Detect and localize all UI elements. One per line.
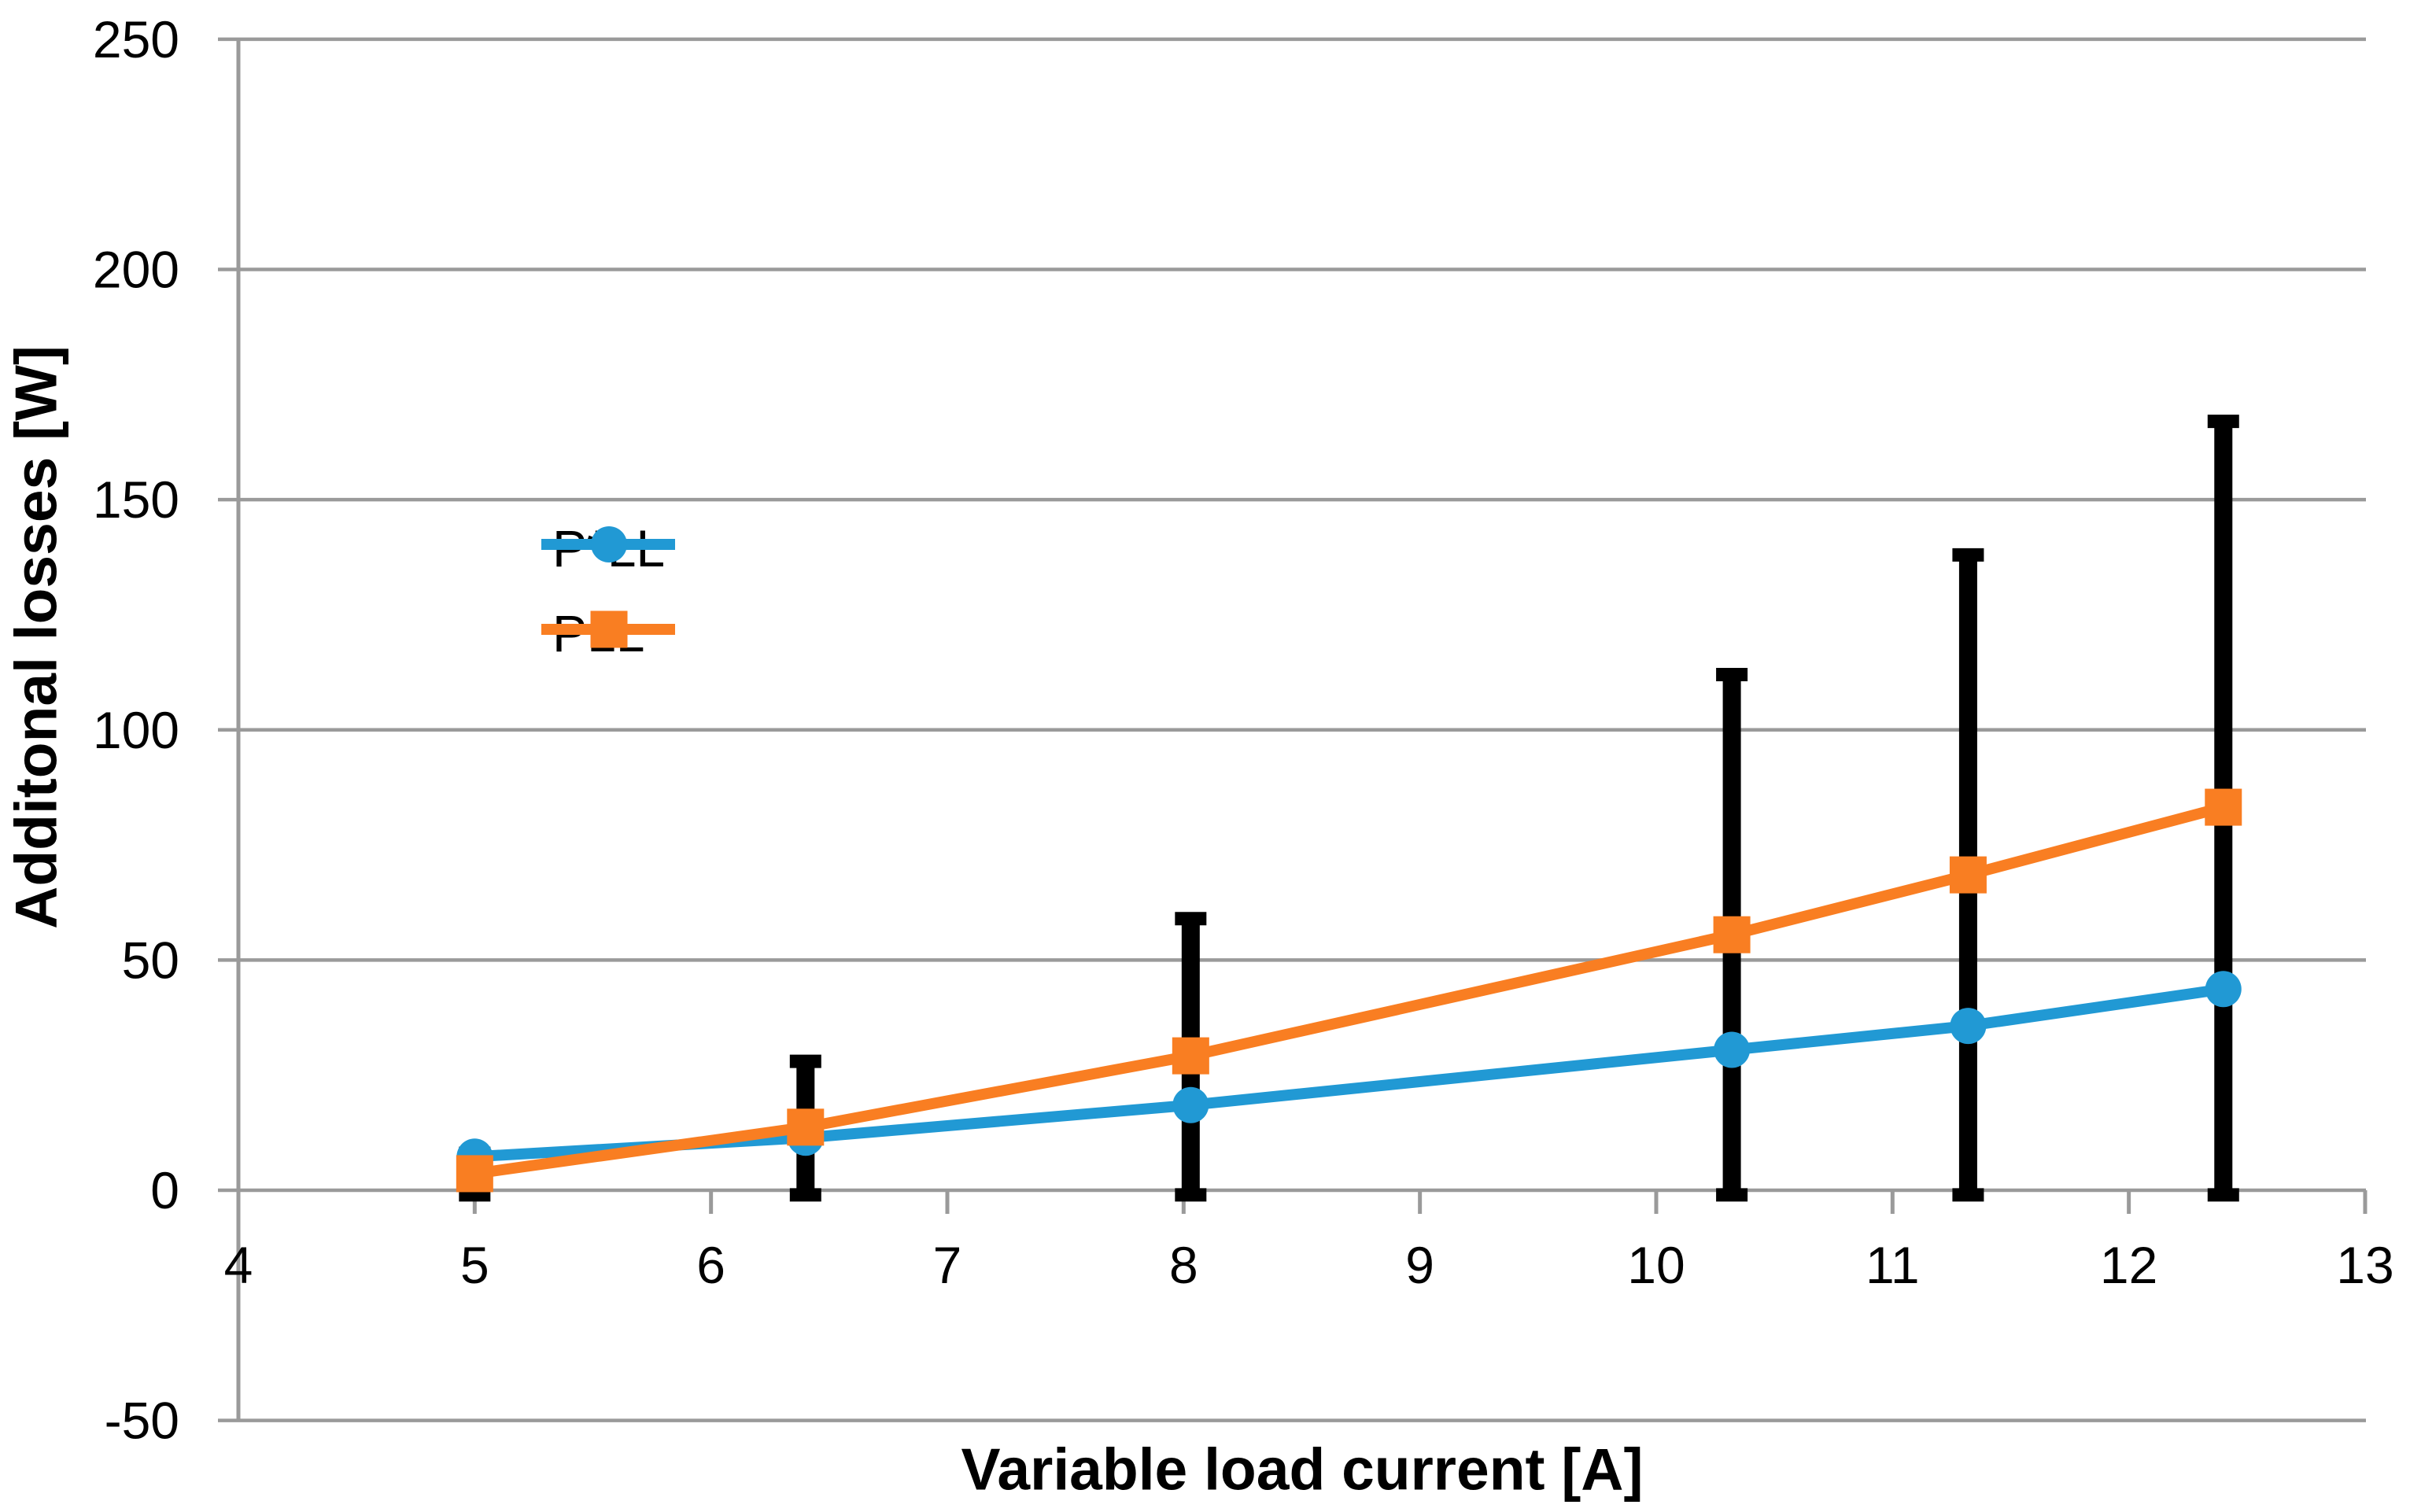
y-tick-label: 200	[93, 241, 179, 299]
series-line-pll	[474, 983, 2224, 1163]
y-axis-title: Additonal losses [W]	[2, 345, 69, 929]
legend-square-glyph-icon	[590, 610, 628, 648]
y-tick-label: -50	[105, 1392, 179, 1450]
data-point-marker-square	[456, 1155, 493, 1193]
x-tick-label: 11	[1866, 1236, 1920, 1294]
series-line-pll	[474, 802, 2225, 1179]
y-tick-label: 0	[150, 1161, 179, 1219]
legend-item: PLL	[541, 607, 675, 659]
x-tick-label: 10	[1627, 1236, 1685, 1294]
x-tick-label: 7	[933, 1236, 962, 1294]
legend-square-marker-icon	[541, 610, 675, 648]
x-tick-label: 6	[696, 1236, 725, 1294]
data-point-marker-square	[1713, 916, 1751, 953]
legend-item: P*LL	[541, 522, 675, 574]
data-point-marker-square	[2205, 788, 2242, 826]
y-tick-label: 50	[122, 931, 179, 989]
x-tick-label: 12	[2100, 1236, 2157, 1294]
legend-circle-marker-icon	[541, 526, 675, 562]
y-tick-label: 100	[93, 701, 179, 759]
x-tick-label: 9	[1405, 1236, 1434, 1294]
data-point-marker-square	[787, 1108, 825, 1146]
x-tick-label: 5	[460, 1236, 489, 1294]
data-point-marker-circle	[1714, 1031, 1751, 1068]
data-point-marker-circle	[1950, 1008, 1987, 1045]
y-tick-label: 150	[93, 470, 179, 529]
legend-circle-glyph-icon	[591, 526, 627, 562]
data-point-marker-square	[1172, 1037, 1209, 1075]
data-point-marker-circle	[2205, 971, 2242, 1008]
y-tick-label: 250	[93, 10, 179, 68]
data-point-marker-square	[1949, 856, 1987, 894]
x-tick-label: 4	[224, 1236, 253, 1294]
data-point-marker-circle	[1172, 1086, 1209, 1123]
x-tick-label: 8	[1169, 1236, 1198, 1294]
x-tick-label: 13	[2336, 1236, 2393, 1294]
x-axis-title: Variable load current [A]	[961, 1436, 1644, 1503]
